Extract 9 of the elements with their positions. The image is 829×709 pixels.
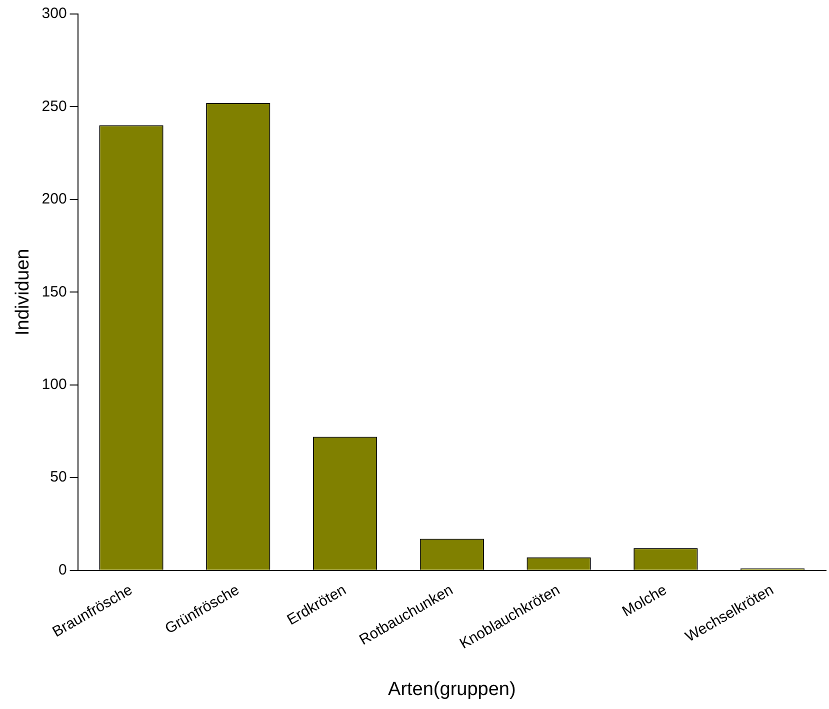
- y-tick-label: 300: [42, 5, 67, 22]
- y-tick-label: 150: [42, 283, 67, 300]
- y-axis-title: Individuen: [12, 248, 34, 336]
- y-tick-label: 100: [42, 376, 67, 394]
- y-tick-label: 250: [42, 98, 67, 115]
- y-tick-label: 200: [42, 190, 67, 208]
- y-tick-label: 50: [50, 468, 67, 486]
- y-tick-label: 0: [58, 561, 67, 578]
- x-axis-title: Arten(gruppen): [388, 678, 516, 700]
